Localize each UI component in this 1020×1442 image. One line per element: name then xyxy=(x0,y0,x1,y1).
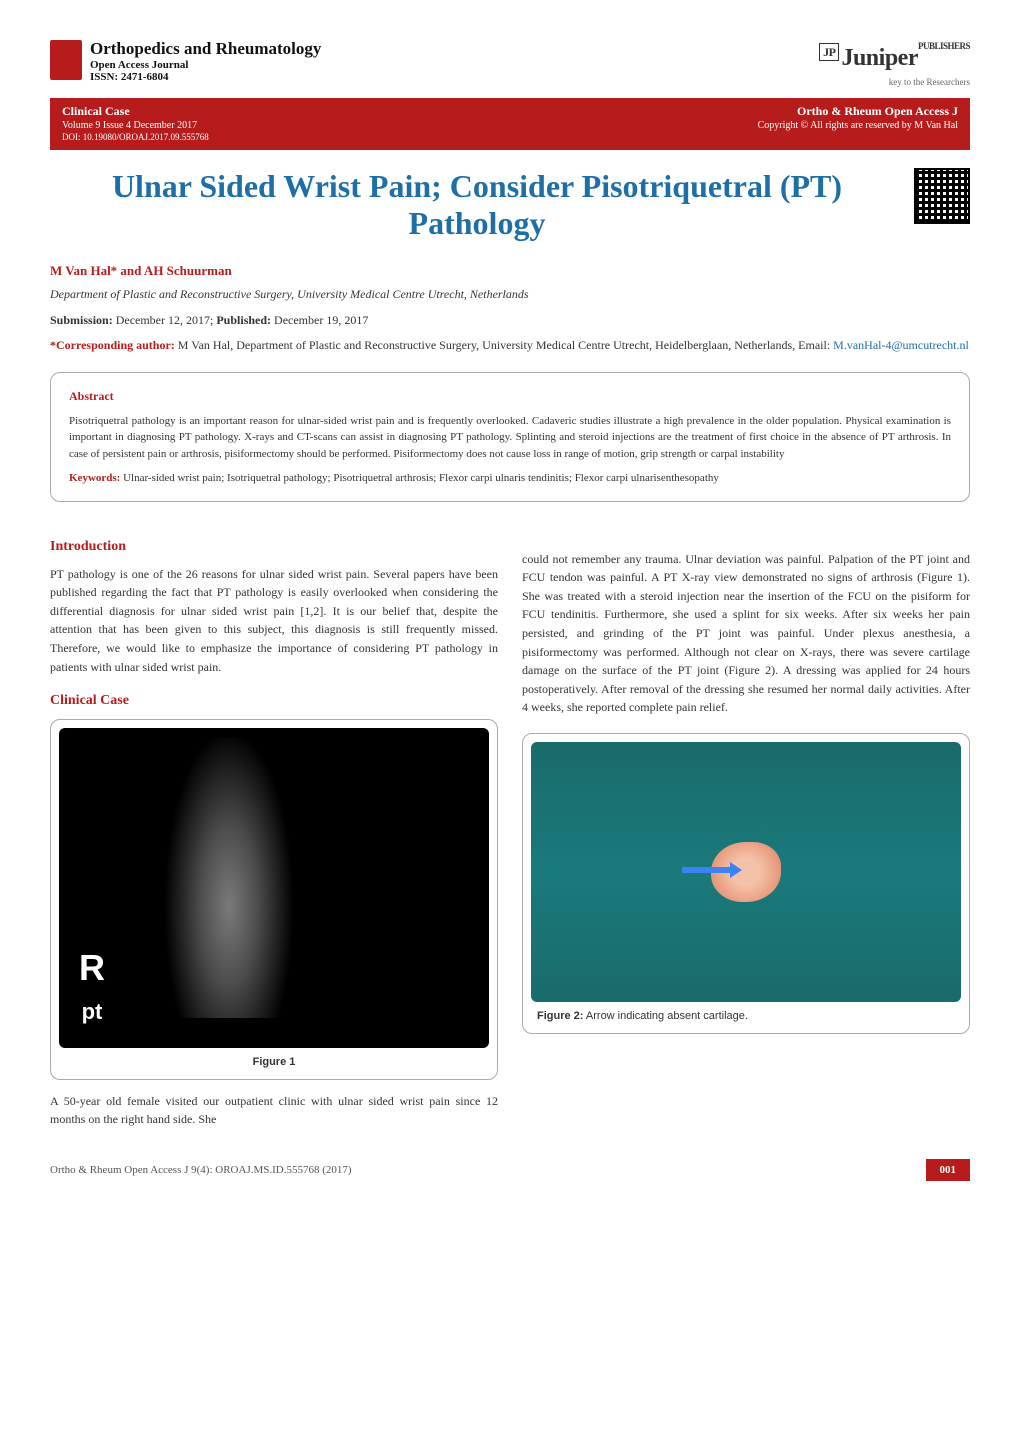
published-date: December 19, 2017 xyxy=(271,313,368,327)
xray-graphic-icon xyxy=(139,738,319,1018)
figure-1-box: R pt Figure 1 xyxy=(50,719,498,1080)
publisher-suffix: PUBLISHERS xyxy=(918,41,970,51)
footer-citation: Ortho & Rheum Open Access J 9(4): OROAJ.… xyxy=(50,1162,352,1179)
introduction-title: Introduction xyxy=(50,536,498,557)
journal-short: Ortho & Rheum Open Access J xyxy=(758,104,958,120)
corresponding-text: M Van Hal, Department of Plastic and Rec… xyxy=(175,338,833,352)
info-banner: Clinical Case Volume 9 Issue 4 December … xyxy=(50,98,970,150)
publisher-text: Juniper xyxy=(841,45,918,71)
submission-label: Submission: xyxy=(50,313,113,327)
figure-2-caption: Figure 2: Arrow indicating absent cartil… xyxy=(531,1008,961,1025)
keywords-label: Keywords: xyxy=(69,472,120,484)
journal-issn: ISSN: 2471-6804 xyxy=(90,71,321,83)
fig2-caption-label: Figure 2: xyxy=(537,1010,583,1022)
corresponding-label: *Corresponding author: xyxy=(50,338,175,352)
publisher-name: JPJuniperPUBLISHERS xyxy=(819,40,970,76)
figure-2-box: Figure 2: Arrow indicating absent cartil… xyxy=(522,733,970,1034)
arrow-icon xyxy=(682,867,732,873)
published-label: Published: xyxy=(216,313,271,327)
publisher-tagline: key to the Researchers xyxy=(819,76,970,90)
copyright: Copyright © All rights are reserved by M… xyxy=(758,119,958,132)
introduction-text: PT pathology is one of the 26 reasons fo… xyxy=(50,565,498,677)
corresponding-author: *Corresponding author: M Van Hal, Depart… xyxy=(50,337,970,354)
figure-1-overlay: R pt xyxy=(79,941,105,1028)
left-column: Introduction PT pathology is one of the … xyxy=(50,522,498,1129)
qr-code-icon xyxy=(914,168,970,224)
footer: Ortho & Rheum Open Access J 9(4): OROAJ.… xyxy=(50,1159,970,1182)
two-column-layout: Introduction PT pathology is one of the … xyxy=(50,522,970,1129)
clinical-case-title: Clinical Case xyxy=(50,690,498,711)
dates: Submission: December 12, 2017; Published… xyxy=(50,311,970,329)
title-row: Ulnar Sided Wrist Pain; Consider Pisotri… xyxy=(50,168,970,242)
authors: M Van Hal* and AH Schuurman xyxy=(50,261,970,281)
fig1-pt: pt xyxy=(79,995,105,1028)
right-column: could not remember any trauma. Ulnar dev… xyxy=(522,522,970,1129)
keywords: Keywords: Ulnar-sided wrist pain; Isotri… xyxy=(69,470,951,487)
header-row: Orthopedics and Rheumatology Open Access… xyxy=(50,40,970,90)
journal-text: Orthopedics and Rheumatology Open Access… xyxy=(90,40,321,83)
journal-logo-icon xyxy=(50,40,82,80)
paper-title: Ulnar Sided Wrist Pain; Consider Pisotri… xyxy=(50,168,904,242)
fig2-caption-text: Arrow indicating absent cartilage. xyxy=(583,1010,747,1022)
publisher-jp-icon: JP xyxy=(819,43,839,61)
case-text-right: could not remember any trauma. Ulnar dev… xyxy=(522,550,970,717)
journal-block: Orthopedics and Rheumatology Open Access… xyxy=(50,40,321,83)
banner-left: Clinical Case Volume 9 Issue 4 December … xyxy=(62,104,209,144)
case-text-left: A 50-year old female visited our outpati… xyxy=(50,1092,498,1129)
spacer xyxy=(522,522,970,550)
article-type: Clinical Case xyxy=(62,104,209,120)
figure-1-image: R pt xyxy=(59,728,489,1048)
doi: DOI: 10.19080/OROAJ.2017.09.555768 xyxy=(62,132,209,144)
figure-2-image xyxy=(531,742,961,1002)
submission-date: December 12, 2017; xyxy=(113,313,217,327)
fig1-R: R xyxy=(79,947,105,988)
abstract-text: Pisotriquetral pathology is an important… xyxy=(69,413,951,463)
corresponding-email-link[interactable]: M.vanHal-4@umcutrecht.nl xyxy=(833,338,969,352)
affiliation: Department of Plastic and Reconstructive… xyxy=(50,285,970,303)
journal-subtitle: Open Access Journal xyxy=(90,59,321,71)
page-container: Orthopedics and Rheumatology Open Access… xyxy=(0,0,1020,1211)
journal-title: Orthopedics and Rheumatology xyxy=(90,40,321,59)
keywords-text: Ulnar-sided wrist pain; Isotriquetral pa… xyxy=(120,472,719,484)
banner-right: Ortho & Rheum Open Access J Copyright © … xyxy=(758,104,958,144)
abstract-box: Abstract Pisotriquetral pathology is an … xyxy=(50,372,970,502)
figure-1-caption: Figure 1 xyxy=(59,1054,489,1071)
publisher-block: JPJuniperPUBLISHERS key to the Researche… xyxy=(819,40,970,90)
footer-page-number: 001 xyxy=(926,1159,971,1182)
abstract-title: Abstract xyxy=(69,387,951,405)
volume-issue: Volume 9 Issue 4 December 2017 xyxy=(62,119,209,132)
